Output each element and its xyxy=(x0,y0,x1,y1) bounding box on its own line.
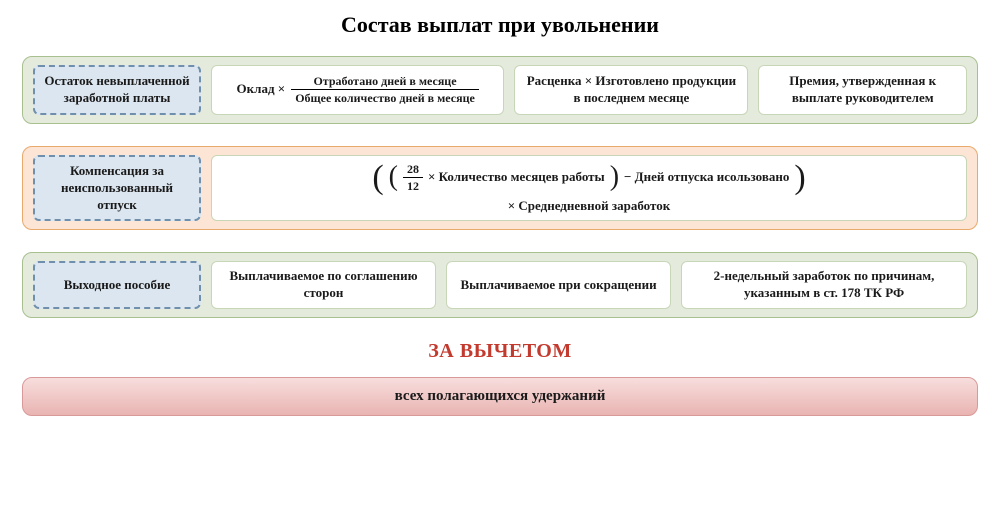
row2-part1: × Количество месяцев работы xyxy=(428,169,605,186)
row2-frac-den: 12 xyxy=(403,177,423,193)
paren-open-outer: ( xyxy=(372,164,383,191)
row1-salary-prefix: Оклад × xyxy=(237,81,286,98)
row2-frac-num: 28 xyxy=(403,162,423,177)
paren-open-inner: ( xyxy=(389,166,398,188)
row1-label: Остаток невыплаченной заработной платы xyxy=(33,65,201,115)
deduction-heading: ЗА ВЫЧЕТОМ xyxy=(22,340,978,363)
row3-reduction: Выплачиваемое при сокращении xyxy=(446,261,671,309)
row-severance: Выходное пособие Выплачиваемое по соглаш… xyxy=(22,252,978,318)
row2-formula-line1: ( ( 28 12 × Количество месяцев работы ) … xyxy=(372,162,805,194)
row1-frac-den: Общее количество дней в месяце xyxy=(291,89,479,105)
paren-close-inner: ) xyxy=(610,166,619,188)
row2-formula-line2: × Среднедневной заработок xyxy=(508,198,670,215)
page-title: Состав выплат при увольнении xyxy=(22,12,978,38)
row3-label: Выходное пособие xyxy=(33,261,201,309)
row3-cells: Выплачиваемое по соглашению сторон Выпла… xyxy=(211,261,967,309)
row1-cells: Оклад × Отработано дней в месяце Общее к… xyxy=(211,65,967,115)
paren-close-outer: ) xyxy=(794,164,805,191)
row3-twoweek: 2-недельный заработок по причинам, указа… xyxy=(681,261,967,309)
row1-bonus: Премия, утвержденная к выплате руководит… xyxy=(758,65,967,115)
row1-formula-salary: Оклад × Отработано дней в месяце Общее к… xyxy=(211,65,504,115)
row1-frac-num: Отработано дней в месяце xyxy=(309,74,460,89)
row-salary-remainder: Остаток невыплаченной заработной платы О… xyxy=(22,56,978,124)
row2-cells: ( ( 28 12 × Количество месяцев работы ) … xyxy=(211,155,967,222)
row1-piece-rate: Расценка × Изготовлено продукции в после… xyxy=(514,65,748,115)
row1-salary-fraction: Отработано дней в месяце Общее количеств… xyxy=(291,74,479,106)
row2-part2: − Дней отпуска исользовано xyxy=(624,169,789,186)
row2-formula: ( ( 28 12 × Количество месяцев работы ) … xyxy=(211,155,967,222)
row2-label: Компенсация за неиспользованный отпуск xyxy=(33,155,201,222)
row-vacation-compensation: Компенсация за неиспользованный отпуск (… xyxy=(22,146,978,231)
deduction-bar: всех полагающихся удержаний xyxy=(22,377,978,416)
row2-fraction: 28 12 xyxy=(403,162,423,194)
row3-agreement: Выплачиваемое по соглашению сторон xyxy=(211,261,436,309)
